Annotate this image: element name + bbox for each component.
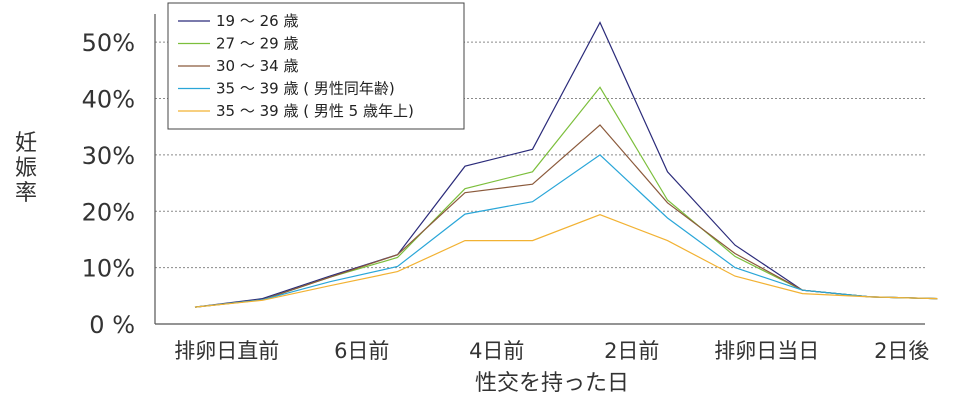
y-tick-label: 10%: [82, 255, 135, 283]
legend-label: 35 〜 39 歳 ( 男性同年齢): [216, 80, 395, 98]
y-tick-label: 0 %: [89, 311, 135, 339]
x-tick-labels: 排卵日直前 6日前 4日前 2日前 排卵日当日 2日後: [174, 339, 929, 363]
legend-label: 27 〜 29 歳: [216, 35, 298, 53]
x-tick-label: 2日前: [604, 339, 659, 363]
y-axis-title: 妊娠率: [15, 131, 37, 206]
y-axis-title-char: 妊: [15, 131, 37, 156]
x-tick-label: 6日前: [334, 339, 389, 363]
legend: 19 〜 26 歳 27 〜 29 歳 30 〜 34 歳 35 〜 39 歳 ( 男…: [167, 2, 465, 130]
series-line-5: [194, 214, 938, 308]
y-tick-label: 20%: [82, 198, 135, 226]
series-line-3: [194, 124, 938, 308]
axes: [154, 14, 925, 325]
y-axis-title-char: 娠: [15, 156, 37, 181]
x-axis-title: 性交を持った日: [475, 371, 629, 396]
x-tick-label: 排卵日直前: [174, 339, 279, 363]
x-tick-label: 2日後: [874, 339, 929, 363]
y-tick-label: 50%: [82, 29, 135, 57]
x-tick-label: 排卵日当日: [714, 339, 819, 363]
legend-label: 30 〜 34 歳: [216, 57, 298, 75]
y-axis-title-char: 率: [15, 181, 37, 206]
series-lines: [194, 21, 938, 308]
legend-label: 35 〜 39 歳 ( 男性 5 歳年上): [216, 102, 414, 120]
legend-box: [167, 2, 465, 130]
y-tick-label: 30%: [82, 142, 135, 170]
series-line-4: [194, 154, 938, 308]
x-tick-label: 4日前: [469, 339, 524, 363]
y-tick-labels: 0 % 10% 20% 30% 40% 50%: [82, 29, 135, 339]
y-tick-label: 40%: [82, 86, 135, 114]
legend-label: 19 〜 26 歳: [216, 12, 298, 30]
